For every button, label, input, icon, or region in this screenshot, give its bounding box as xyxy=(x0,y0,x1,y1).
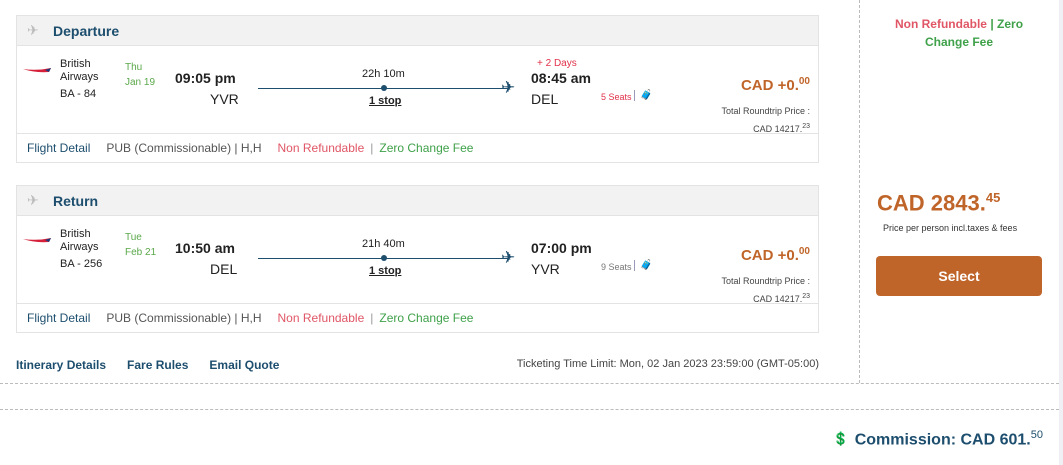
stop-dot xyxy=(381,85,387,91)
baggage-icon[interactable]: 🧳 xyxy=(634,260,652,271)
stops-link[interactable]: 1 stop xyxy=(369,95,402,107)
departure-segment: ✈ Departure British Airways BA - 84 Thu Ja… xyxy=(16,15,819,163)
arrival-airport: DEL xyxy=(531,91,559,107)
total-price: CAD 14217.23 xyxy=(753,293,810,304)
fare-class: PUB (Commissionable) | H,H xyxy=(106,311,262,325)
divider xyxy=(859,0,860,383)
email-quote-link[interactable]: Email Quote xyxy=(209,358,280,372)
segment-title: Departure xyxy=(53,22,120,39)
airline-logo xyxy=(23,238,51,243)
scrollbar-track[interactable] xyxy=(1059,0,1063,465)
commission: 💲 Commission: CAD 601.50 xyxy=(832,429,1043,449)
total-price-per-person: CAD 2843.45 xyxy=(877,190,1001,216)
segment-header: ✈ Departure xyxy=(17,16,818,46)
airline-logo xyxy=(23,68,51,73)
select-button[interactable]: Select xyxy=(876,256,1042,296)
flight-detail-link[interactable]: Flight Detail xyxy=(27,311,91,325)
zero-change-fee: Zero Change Fee xyxy=(379,141,474,155)
flight-detail-link[interactable]: Flight Detail xyxy=(27,141,91,155)
flight-number: BA - 84 xyxy=(60,88,97,100)
departure-time: 09:05 pm xyxy=(175,70,236,86)
airline-name: British Airways xyxy=(60,58,99,83)
arrival-time: 07:00 pm xyxy=(531,240,592,256)
segment-header: ✈ Return xyxy=(17,186,818,216)
segment-title: Return xyxy=(53,192,99,209)
plane-icon: ✈ xyxy=(501,248,516,267)
departure-airport: DEL xyxy=(210,261,238,277)
fare-class: PUB (Commissionable) | H,H xyxy=(106,141,262,155)
landing-icon: ✈ xyxy=(27,192,39,208)
separator: | xyxy=(370,311,374,325)
airline-name: British Airways xyxy=(60,228,99,253)
seats-left: 9 Seats xyxy=(601,262,632,272)
duration: 21h 40m xyxy=(362,238,405,250)
baggage-icon[interactable]: 🧳 xyxy=(634,90,652,101)
stop-dot xyxy=(381,255,387,261)
fare-rules-link[interactable]: Fare Rules xyxy=(127,358,189,372)
date: Jan 19 xyxy=(125,77,156,88)
date: Feb 21 xyxy=(125,247,157,258)
price-note: Price per person incl.taxes & fees xyxy=(883,223,1018,233)
total-label: Total Roundtrip Price : xyxy=(721,276,810,286)
price-diff: CAD +0.00 xyxy=(740,76,810,94)
flight-number: BA - 256 xyxy=(60,258,103,270)
itinerary-details-link[interactable]: Itinerary Details xyxy=(16,358,107,372)
zero-change-fee: Zero Change Fee xyxy=(379,311,474,325)
weekday: Tue xyxy=(125,232,142,243)
non-refundable: Non Refundable xyxy=(277,141,365,155)
departure-time: 10:50 am xyxy=(175,240,235,256)
non-refundable: Non Refundable xyxy=(277,311,365,325)
total-label: Total Roundtrip Price : xyxy=(721,106,810,116)
departure-airport: YVR xyxy=(210,91,239,107)
return-segment: ✈ Return British Airways BA - 256 Tue Feb … xyxy=(16,185,819,333)
coins-icon: 💲 xyxy=(832,431,849,447)
seats-left: 5 Seats xyxy=(601,92,632,102)
ticketing-time-limit: Ticketing Time Limit: Mon, 02 Jan 2023 2… xyxy=(516,358,819,370)
price-diff: CAD +0.00 xyxy=(740,246,810,264)
total-price: CAD 14217.23 xyxy=(753,123,810,134)
separator: | xyxy=(370,141,374,155)
arrival-airport: YVR xyxy=(531,261,560,277)
plane-icon: ✈ xyxy=(501,78,516,97)
plus-days: + 2 Days xyxy=(537,58,577,69)
stops-link[interactable]: 1 stop xyxy=(369,265,402,277)
weekday: Thu xyxy=(125,62,143,73)
divider xyxy=(0,383,1059,384)
fare-conditions: Non Refundable | Zero Change Fee xyxy=(894,17,1024,49)
arrival-time: 08:45 am xyxy=(531,70,591,86)
divider xyxy=(0,409,1059,410)
takeoff-icon: ✈ xyxy=(27,22,39,38)
duration: 22h 10m xyxy=(362,68,405,80)
